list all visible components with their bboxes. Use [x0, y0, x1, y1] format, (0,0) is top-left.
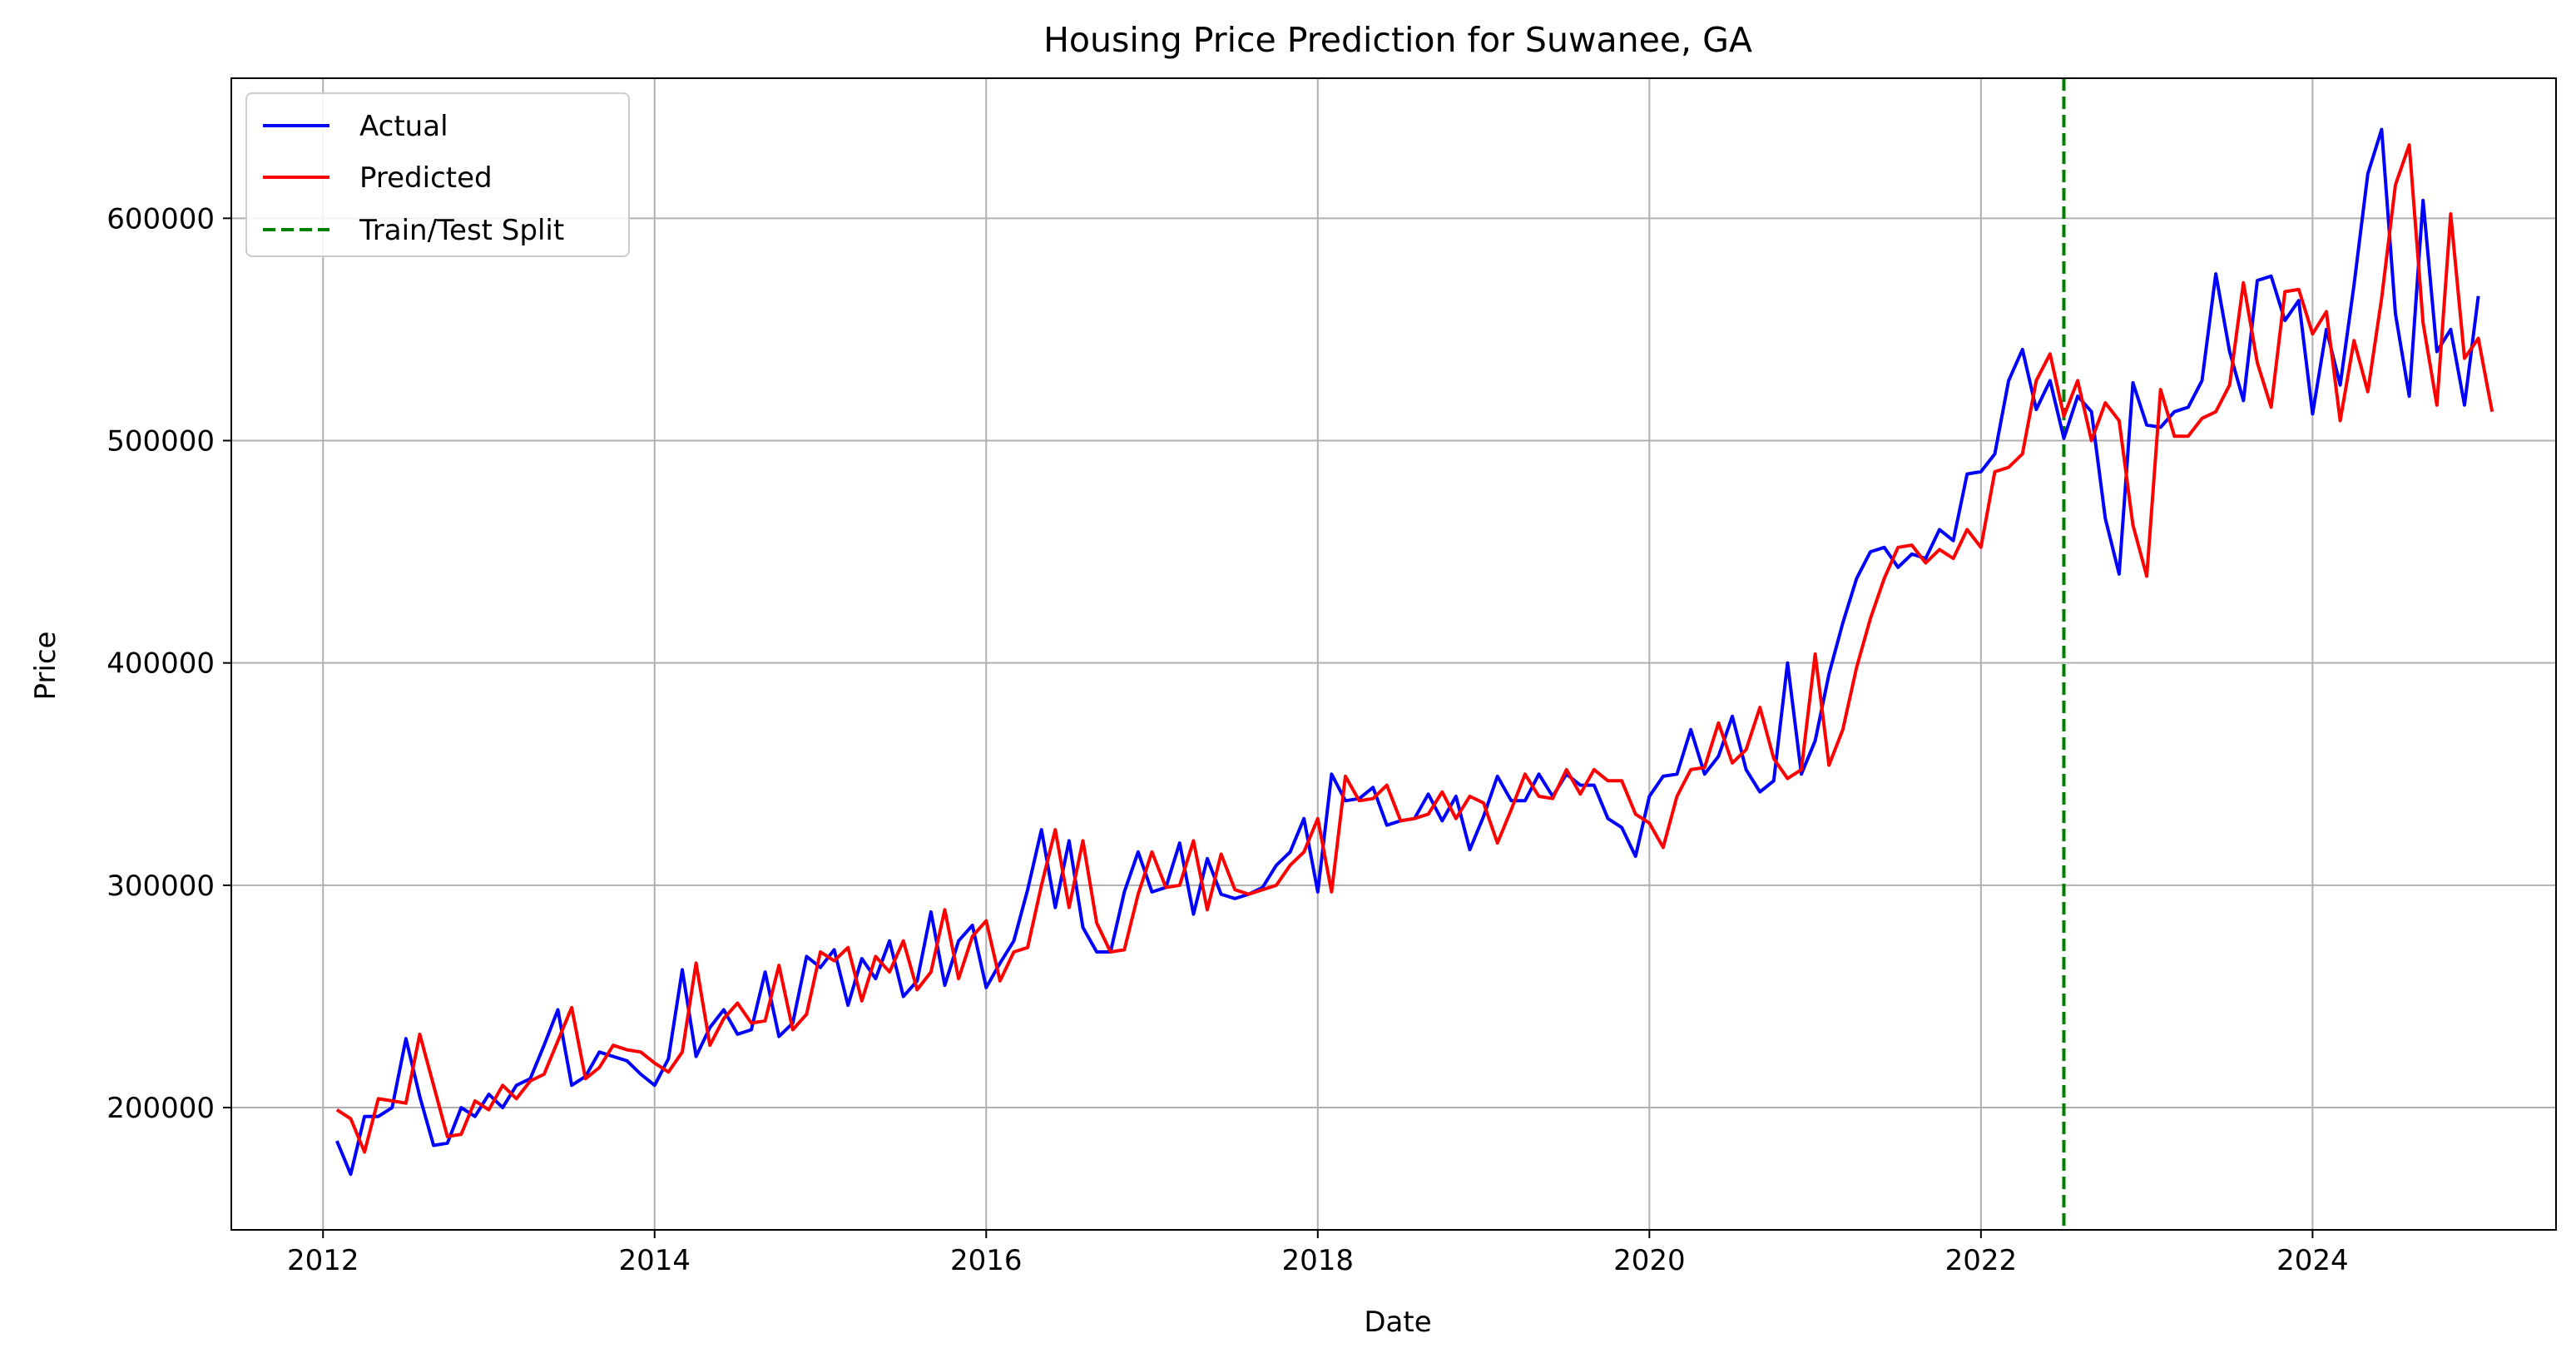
x-tick-label: 2018 — [1282, 1244, 1355, 1277]
x-tick-label: 2016 — [950, 1244, 1023, 1277]
y-tick-label: 600000 — [107, 202, 215, 235]
x-tick-label: 2024 — [2276, 1244, 2349, 1277]
x-tick-label: 2014 — [619, 1244, 691, 1277]
x-tick-label: 2020 — [1613, 1244, 1686, 1277]
legend-actual-label: Actual — [359, 110, 448, 143]
legend-box — [245, 92, 630, 257]
legend-split-label: Train/Test Split — [359, 214, 564, 247]
y-tick-label: 200000 — [107, 1092, 215, 1125]
y-tick-label: 300000 — [107, 870, 215, 903]
legend-predicted-label: Predicted — [359, 161, 493, 195]
x-tick-label: 2022 — [1945, 1244, 2018, 1277]
y-axis-title: Price — [29, 632, 62, 701]
y-tick-label: 500000 — [107, 425, 215, 458]
chart-title: Housing Price Prediction for Suwanee, GA — [1043, 20, 1752, 60]
x-axis-title: Date — [1364, 1306, 1431, 1339]
legend: Actual Predicted Train/Test Split — [245, 92, 630, 257]
y-tick-label: 400000 — [107, 647, 215, 681]
axis-ticks: 2012 2014 2016 2018 2020 2022 2024 200000 300000… — [107, 202, 2348, 1277]
plot-area-frame — [230, 77, 2557, 1231]
x-tick-label: 2012 — [287, 1244, 359, 1277]
series-layer — [335, 127, 2494, 1177]
predicted-series-line — [335, 143, 2494, 1154]
grid-lines — [231, 78, 2556, 1230]
